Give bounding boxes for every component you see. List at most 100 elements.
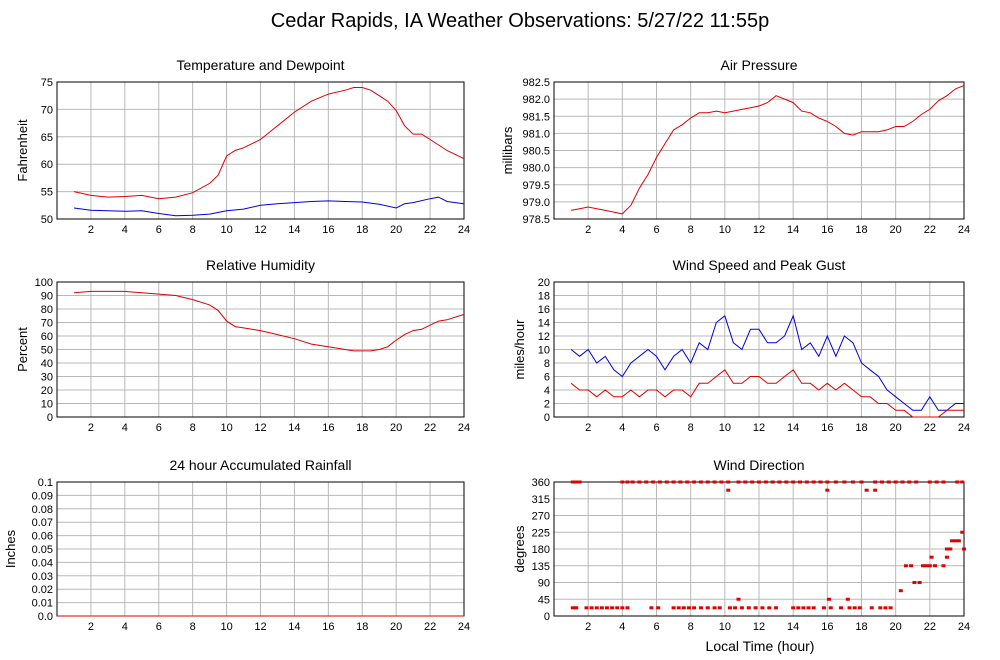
direction-point (880, 480, 884, 484)
direction-point (770, 480, 775, 484)
direction-point (798, 480, 802, 484)
direction-point (615, 606, 620, 610)
rain-y-tick-label: 0.03 (32, 571, 53, 583)
wind-x-tick-label: 24 (958, 422, 970, 434)
temp-x-tick-label: 24 (458, 224, 470, 236)
direction-point (903, 564, 908, 568)
direction-y-tick-label: 315 (532, 494, 550, 506)
wind-x-tick-label: 8 (688, 422, 694, 434)
humidity-x-tick-label: 24 (458, 422, 470, 434)
wind-x-tick-label: 14 (787, 422, 799, 434)
temp-y-tick-label: 50 (41, 214, 53, 226)
humidity-title: Relative Humidity (206, 257, 315, 273)
direction-point (914, 480, 919, 484)
pressure-y-tick-label: 980.0 (522, 163, 550, 175)
direction-point (898, 589, 903, 593)
direction-point (801, 606, 806, 610)
direction-point (620, 480, 625, 484)
direction-point (727, 606, 732, 610)
direction-point (821, 606, 826, 610)
direction-y-tick-label: 45 (538, 594, 550, 606)
direction-point (784, 480, 789, 484)
direction-point (630, 480, 635, 484)
direction-point (777, 480, 782, 484)
direction-point (717, 606, 722, 610)
direction-point (878, 606, 883, 610)
direction-x-tick-label: 14 (787, 621, 799, 633)
direction-point (886, 480, 891, 484)
direction-point (610, 606, 615, 610)
direction-x-tick-label: 8 (688, 621, 694, 633)
direction-point (953, 539, 958, 543)
x-axis-label: Local Time (hour) (706, 638, 815, 654)
pressure-y-tick-label: 979.5 (522, 180, 550, 192)
rain-x-tick-label: 20 (390, 621, 402, 633)
direction-point (845, 597, 850, 601)
direction-point (917, 581, 922, 584)
pressure-x-tick-label: 6 (653, 224, 659, 236)
direction-point (743, 480, 748, 484)
wind-y-tick-label: 12 (538, 331, 550, 343)
rain-x-tick-label: 4 (122, 621, 128, 633)
direction-point (941, 480, 946, 484)
direction-y-tick-label: 225 (532, 527, 550, 539)
direction-point (950, 539, 955, 543)
pressure-x-tick-label: 14 (787, 224, 799, 236)
wind-x-tick-label: 6 (653, 422, 659, 434)
direction-y-tick-label: 90 (538, 578, 550, 590)
direction-x-tick-label: 10 (719, 621, 731, 633)
humidity-x-tick-label: 22 (424, 422, 436, 434)
wind-y-tick-label: 6 (544, 372, 550, 384)
pressure-y-tick-label: 982.5 (522, 77, 550, 89)
direction-point (955, 480, 960, 484)
direction-point (712, 480, 717, 484)
pressure-y-tick-label: 980.5 (522, 146, 550, 158)
humidity-y-tick-label: 10 (41, 399, 53, 411)
direction-point (625, 606, 630, 610)
temp-title: Temperature and Dewpoint (176, 57, 344, 73)
humidity-y-tick-label: 70 (41, 318, 53, 330)
direction-point (893, 480, 898, 484)
direction-point (599, 606, 604, 610)
humidity-x-tick-label: 2 (88, 422, 94, 434)
rain-x-tick-label: 16 (322, 621, 334, 633)
direction-point (956, 539, 961, 543)
temp-x-tick-label: 8 (190, 224, 196, 236)
temp-y-tick-label: 55 (41, 187, 53, 199)
direction-point (827, 597, 832, 601)
direction-point (883, 606, 888, 610)
pressure-y-tick-label: 981.0 (522, 128, 550, 140)
temp-y-tick-label: 65 (41, 132, 53, 144)
direction-x-tick-label: 18 (855, 621, 867, 633)
direction-point (584, 606, 589, 610)
direction-x-tick-label: 2 (585, 621, 591, 633)
direction-title: Wind Direction (713, 457, 804, 473)
direction-point (944, 547, 949, 551)
pressure-x-tick-label: 4 (619, 224, 625, 236)
direction-point (733, 606, 738, 610)
direction-y-tick-label: 135 (532, 561, 550, 573)
page-title: Cedar Rapids, IA Weather Observations: 5… (271, 10, 769, 32)
direction-point (962, 547, 966, 551)
direction-point (888, 606, 893, 610)
direction-point (686, 606, 691, 610)
pressure-x-tick-label: 18 (855, 224, 867, 236)
pressure-y-tick-label: 981.5 (522, 111, 550, 123)
wind-y-tick-label: 14 (538, 318, 550, 330)
wind-x-tick-label: 2 (585, 422, 591, 434)
direction-point (833, 480, 838, 484)
rain-y-tick-label: 0.07 (32, 517, 53, 529)
direction-point (818, 480, 823, 484)
direction-point (574, 606, 579, 610)
pressure-y-tick-label: 978.5 (522, 214, 550, 226)
pressure-x-tick-label: 8 (688, 224, 694, 236)
rain-title: 24 hour Accumulated Rainfall (169, 457, 351, 473)
direction-point (757, 480, 761, 484)
humidity-y-tick-label: 40 (41, 358, 53, 370)
direction-point (924, 564, 929, 568)
